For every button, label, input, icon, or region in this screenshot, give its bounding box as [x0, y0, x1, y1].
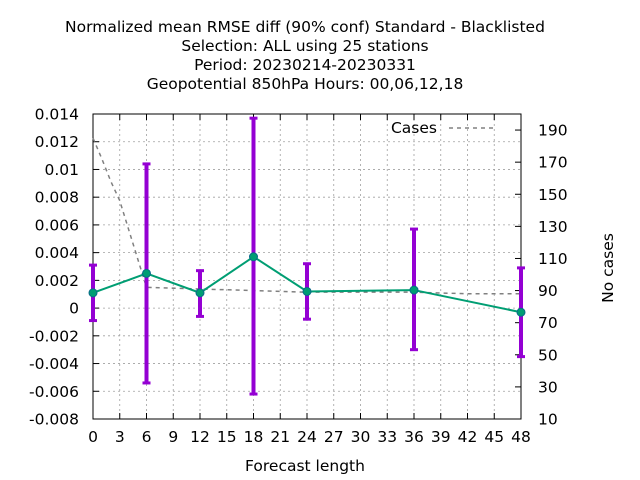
- x-tick-label: 21: [270, 428, 290, 446]
- x-tick-label: 33: [377, 428, 397, 446]
- x-tick-label: 30: [351, 428, 371, 446]
- mean-point: [303, 287, 311, 295]
- x-tick-label: 6: [142, 428, 152, 446]
- y2-tick-label: 10: [538, 411, 558, 429]
- x-axis-label: Forecast length: [245, 457, 365, 475]
- x-tick-label: 12: [190, 428, 210, 446]
- legend-label-cases: Cases: [391, 119, 437, 137]
- title-line: Normalized mean RMSE diff (90% conf) Sta…: [65, 18, 545, 36]
- y2-tick-label: 110: [538, 250, 568, 268]
- y2-tick-label: 150: [538, 186, 568, 204]
- y2-tick-label: 50: [538, 346, 558, 364]
- x-tick-label: 3: [115, 428, 125, 446]
- y2-tick-label: 70: [538, 314, 558, 332]
- y2-axis-label: No cases: [599, 233, 617, 303]
- x-tick-label: 45: [484, 428, 504, 446]
- y2-tick-label: 90: [538, 282, 558, 300]
- y-tick-label: -0.006: [29, 383, 79, 401]
- y2-tick-label: 130: [538, 218, 568, 236]
- x-tick-label: 18: [244, 428, 264, 446]
- y2-tick-label: 190: [538, 122, 568, 140]
- x-tick-label: 15: [217, 428, 237, 446]
- y-tick-label: 0.008: [35, 189, 79, 207]
- legend: Cases: [391, 119, 495, 137]
- chart-title: Normalized mean RMSE diff (90% conf) Sta…: [65, 18, 545, 93]
- mean-point: [196, 289, 204, 297]
- y2-tick-label: 170: [538, 154, 568, 172]
- x-tick-label: 48: [511, 428, 531, 446]
- title-line: Period: 20230214-20230331: [194, 56, 416, 74]
- mean-point: [89, 289, 97, 297]
- mean-point: [143, 269, 151, 277]
- title-line: Selection: ALL using 25 stations: [181, 37, 428, 55]
- y-tick-label: -0.008: [29, 411, 79, 429]
- y-tick-label: 0.006: [35, 216, 79, 234]
- y-axis-ticks: -0.008 -0.006 -0.004 -0.002 0 0.002 0.004 0.006…: [29, 106, 99, 429]
- x-tick-label: 24: [297, 428, 317, 446]
- x-tick-label: 42: [458, 428, 478, 446]
- mean-point: [250, 253, 258, 261]
- y-tick-label: -0.004: [29, 355, 79, 373]
- y-tick-label: 0: [69, 300, 79, 318]
- mean-point: [517, 308, 525, 316]
- x-tick-label: 9: [168, 428, 178, 446]
- y-tick-label: 0.002: [35, 272, 79, 290]
- y-tick-label: -0.002: [29, 327, 79, 345]
- title-line: Geopotential 850hPa Hours: 00,06,12,18: [147, 75, 464, 93]
- y-tick-label: 0.01: [44, 161, 79, 179]
- x-tick-label: 27: [324, 428, 344, 446]
- y-tick-label: 0.014: [35, 106, 79, 124]
- y2-tick-label: 30: [538, 378, 558, 396]
- x-tick-label: 0: [88, 428, 98, 446]
- x-tick-label: 36: [404, 428, 424, 446]
- y-tick-label: 0.012: [35, 133, 79, 151]
- x-tick-label: 39: [431, 428, 451, 446]
- mean-point: [410, 286, 418, 294]
- y-tick-label: 0.004: [35, 244, 79, 262]
